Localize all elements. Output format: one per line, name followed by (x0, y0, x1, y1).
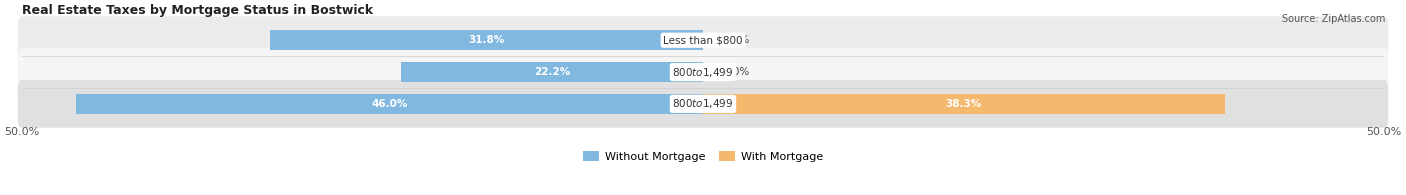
FancyBboxPatch shape (18, 80, 1388, 128)
Bar (270, 30, 703, 50)
Text: Less than $800: Less than $800 (664, 35, 742, 45)
Text: $800 to $1,499: $800 to $1,499 (672, 97, 734, 110)
FancyBboxPatch shape (18, 48, 1388, 96)
Text: Real Estate Taxes by Mortgage Status in Bostwick: Real Estate Taxes by Mortgage Status in … (21, 4, 373, 17)
Text: 46.0%: 46.0% (371, 99, 408, 109)
Bar (76, 94, 703, 114)
Bar (401, 62, 703, 82)
Text: 38.3%: 38.3% (946, 99, 981, 109)
Text: $800 to $1,499: $800 to $1,499 (672, 66, 734, 79)
Text: Source: ZipAtlas.com: Source: ZipAtlas.com (1281, 14, 1385, 24)
FancyBboxPatch shape (18, 16, 1388, 64)
Bar (703, 94, 1225, 114)
Legend: Without Mortgage, With Mortgage: Without Mortgage, With Mortgage (578, 147, 828, 167)
Text: 22.2%: 22.2% (534, 67, 569, 77)
Text: 0.0%: 0.0% (724, 67, 749, 77)
Text: 31.8%: 31.8% (468, 35, 505, 45)
Text: 0.0%: 0.0% (724, 35, 749, 45)
